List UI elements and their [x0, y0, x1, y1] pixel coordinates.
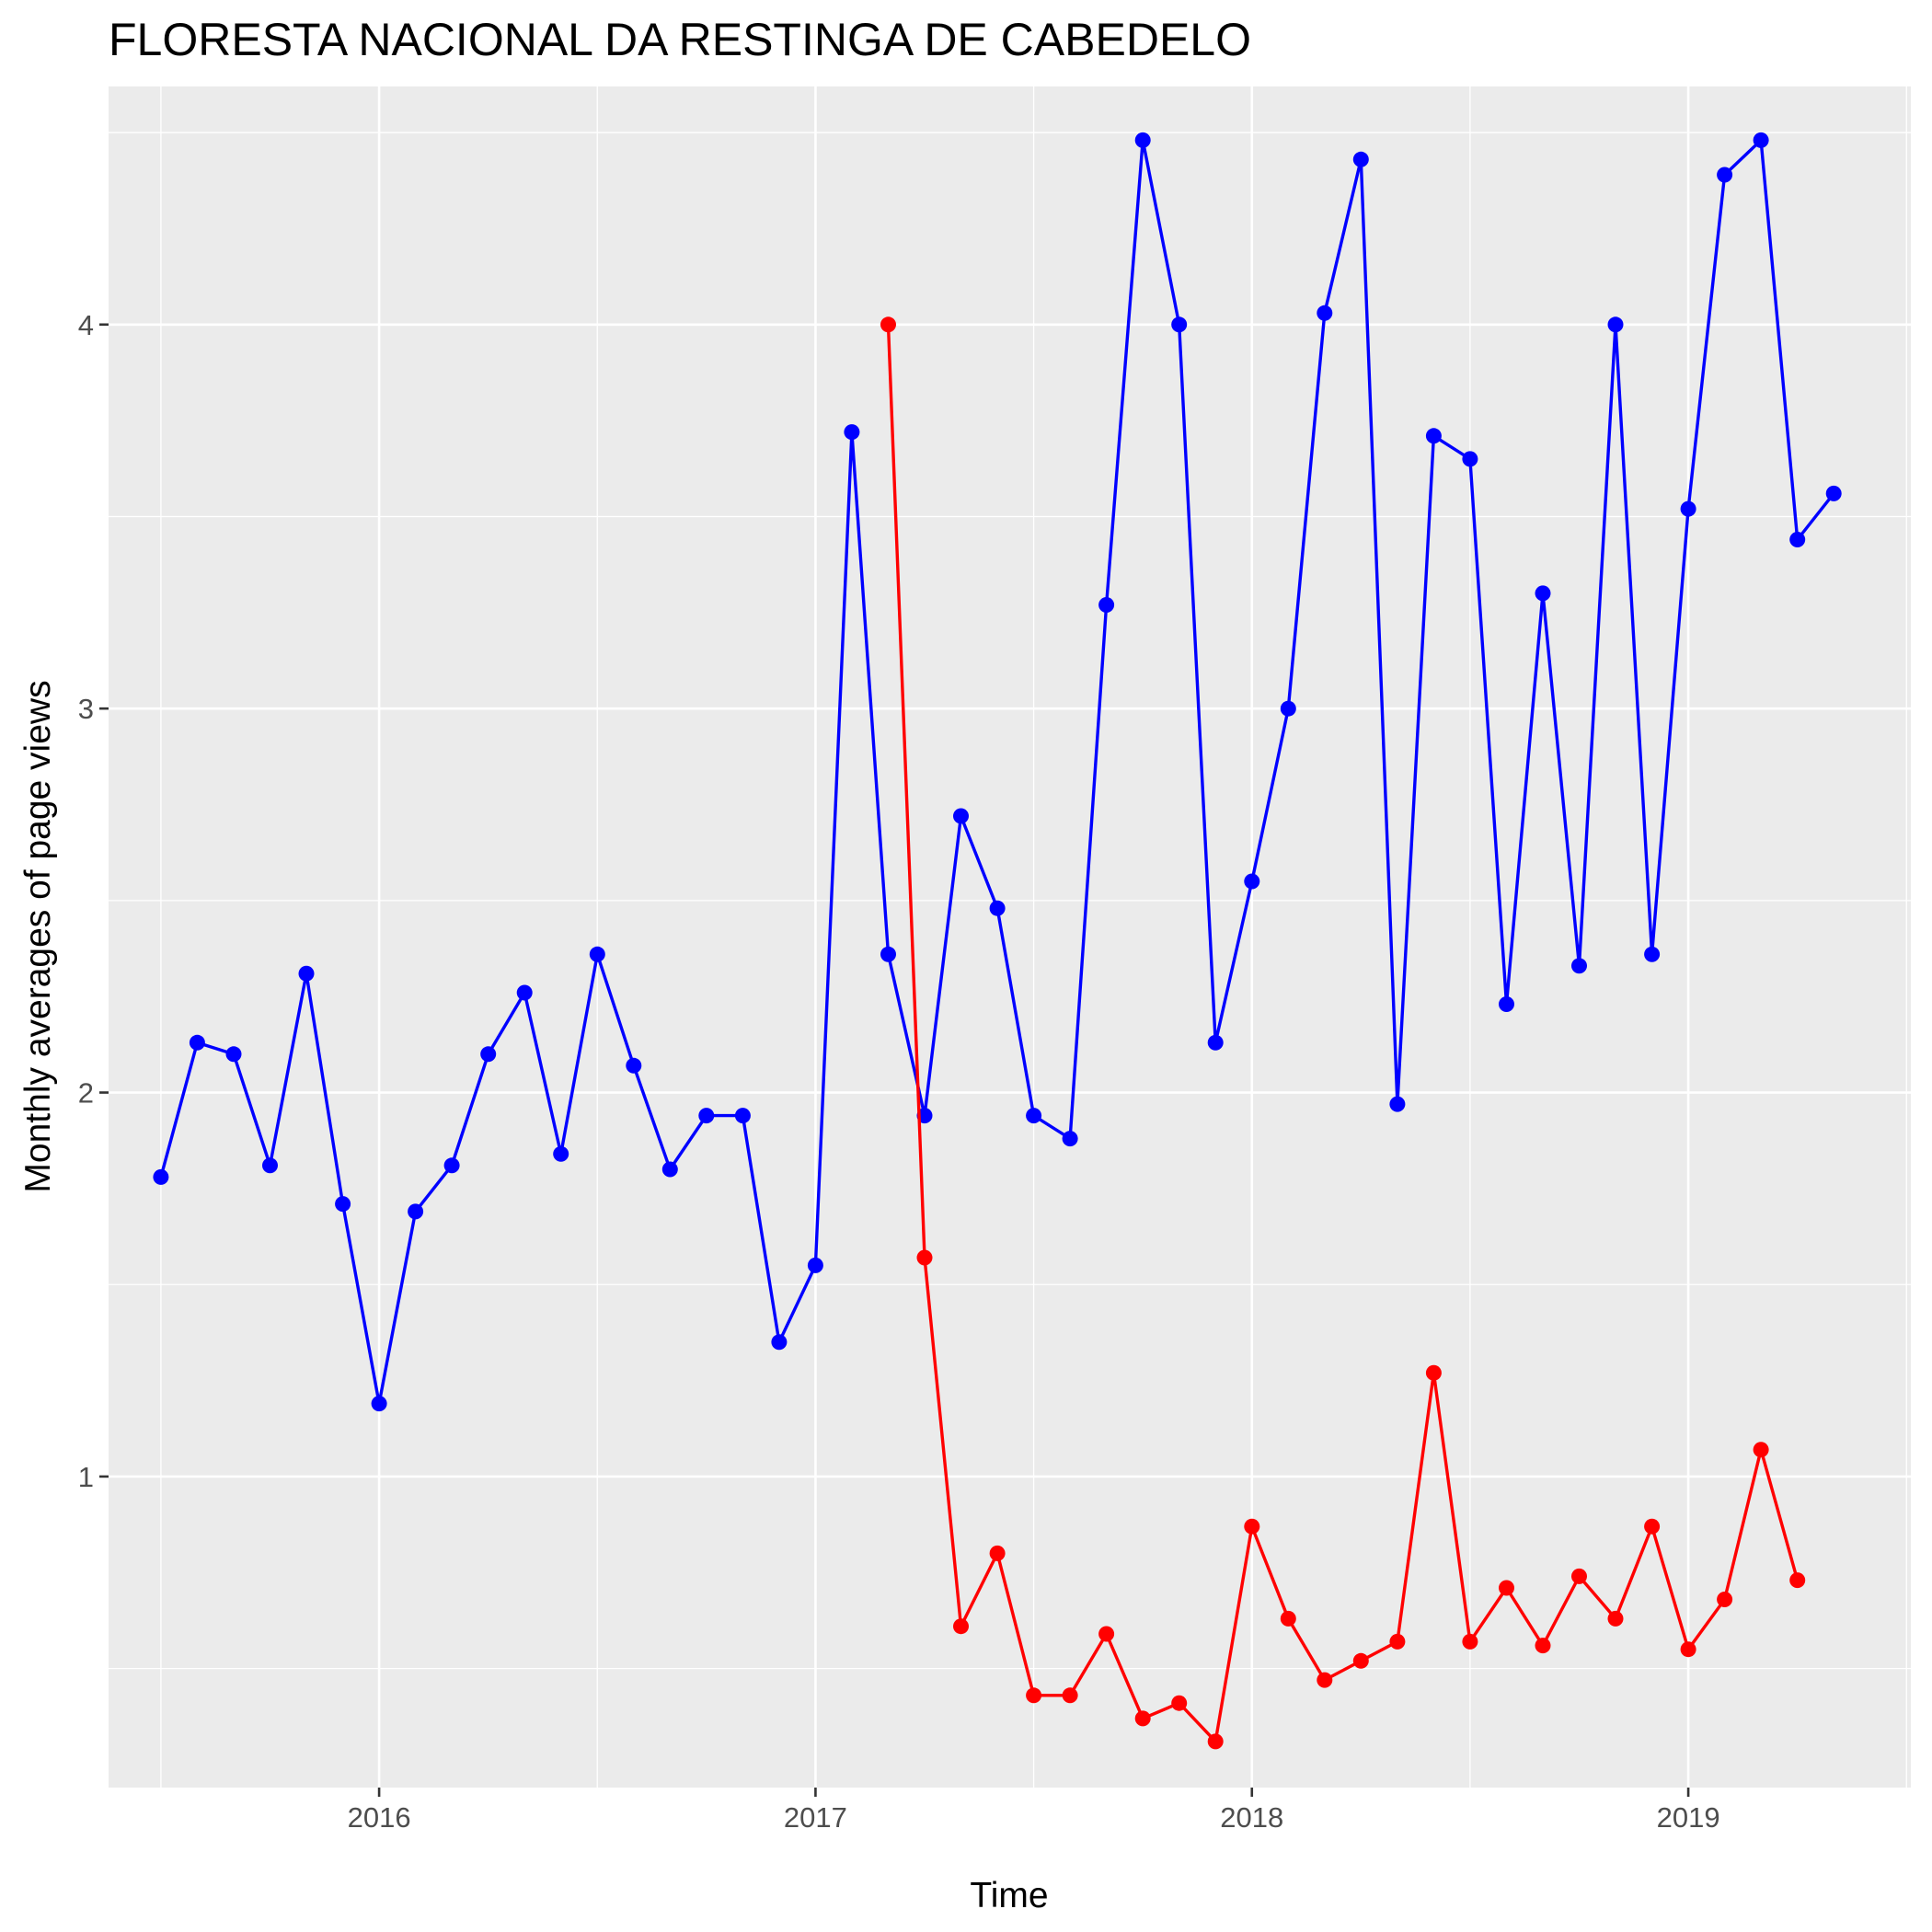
x-tick-label: 2019: [1657, 1801, 1720, 1834]
data-point: [1062, 1687, 1078, 1704]
data-point: [1244, 873, 1260, 890]
data-point: [516, 984, 533, 1001]
data-point: [1499, 996, 1514, 1012]
data-point: [1280, 700, 1296, 717]
data-point: [1535, 1638, 1551, 1654]
data-point: [1717, 167, 1733, 183]
data-point: [1134, 132, 1151, 148]
data-point: [1280, 1610, 1296, 1627]
data-point: [1098, 1626, 1115, 1642]
data-point: [1171, 1695, 1188, 1711]
data-point: [1680, 500, 1696, 517]
series-2: [880, 316, 1806, 1750]
data-point: [916, 1249, 933, 1266]
data-point: [1389, 1633, 1406, 1650]
data-point: [189, 1034, 205, 1051]
data-point: [1789, 1572, 1806, 1589]
data-point: [1462, 1633, 1478, 1650]
data-point: [1026, 1108, 1042, 1124]
data-point: [953, 1618, 969, 1635]
data-point: [880, 316, 896, 333]
data-point: [989, 900, 1006, 916]
data-point: [1317, 1672, 1333, 1688]
data-point: [626, 1057, 642, 1074]
data-point: [1753, 1442, 1769, 1458]
data-point: [1753, 132, 1769, 148]
data-point: [880, 946, 896, 962]
data-point: [1171, 316, 1188, 333]
chart-title: FLORESTA NACIONAL DA RESTINGA DE CABEDEL…: [109, 14, 1251, 65]
data-point: [1352, 151, 1369, 167]
data-point: [335, 1196, 351, 1213]
data-point: [1207, 1034, 1224, 1051]
data-point: [1607, 1610, 1624, 1627]
data-point: [553, 1145, 569, 1162]
data-point: [443, 1157, 460, 1174]
data-point: [1680, 1641, 1696, 1658]
panel-background: [109, 86, 1911, 1788]
x-axis-title: Time: [970, 1876, 1048, 1915]
data-point: [298, 965, 315, 982]
y-tick-label: 1: [78, 1461, 94, 1493]
data-point: [661, 1161, 678, 1178]
x-tick-label: 2018: [1220, 1801, 1283, 1834]
data-point: [480, 1046, 497, 1063]
series-1: [153, 132, 1842, 1412]
data-point: [262, 1157, 278, 1174]
data-point: [807, 1257, 823, 1273]
data-point: [1571, 958, 1587, 974]
data-point: [1317, 305, 1333, 321]
data-point: [1244, 1518, 1260, 1535]
data-point: [1571, 1568, 1587, 1584]
data-point: [1425, 428, 1442, 444]
y-tick-label: 4: [78, 309, 94, 341]
x-tick-label: 2017: [784, 1801, 847, 1834]
data-point: [1389, 1096, 1406, 1112]
data-point: [844, 424, 860, 441]
data-point: [1062, 1131, 1078, 1147]
data-point: [1717, 1592, 1733, 1607]
data-point: [1352, 1652, 1369, 1669]
data-point: [1207, 1733, 1224, 1750]
data-point: [589, 946, 605, 962]
data-point: [225, 1046, 242, 1063]
data-point: [408, 1203, 424, 1220]
data-point: [371, 1396, 387, 1412]
data-point: [1026, 1687, 1042, 1704]
data-point: [1789, 532, 1806, 547]
data-point: [1644, 946, 1661, 962]
data-point: [1134, 1710, 1151, 1727]
series-layer: [153, 132, 1842, 1750]
data-point: [1825, 485, 1842, 501]
y-tick-label: 2: [78, 1077, 94, 1110]
axes: 2016 2017 2018 2019 1 2 3 4: [78, 309, 1720, 1834]
y-axis-title: Monthly averages of page views: [18, 680, 58, 1192]
data-point: [1462, 451, 1478, 467]
data-point: [953, 808, 969, 824]
data-point: [153, 1168, 169, 1185]
y-tick-label: 3: [78, 693, 94, 725]
data-point: [1499, 1580, 1514, 1596]
data-point: [1425, 1364, 1442, 1381]
data-point: [1098, 597, 1115, 613]
data-point: [771, 1334, 788, 1351]
data-point: [1535, 585, 1551, 602]
gridlines: [109, 86, 1911, 1788]
data-point: [989, 1545, 1006, 1561]
x-tick-label: 2016: [348, 1801, 411, 1834]
data-point: [698, 1108, 715, 1124]
data-point: [1644, 1518, 1661, 1535]
data-point: [734, 1108, 751, 1124]
data-point: [1607, 316, 1624, 333]
